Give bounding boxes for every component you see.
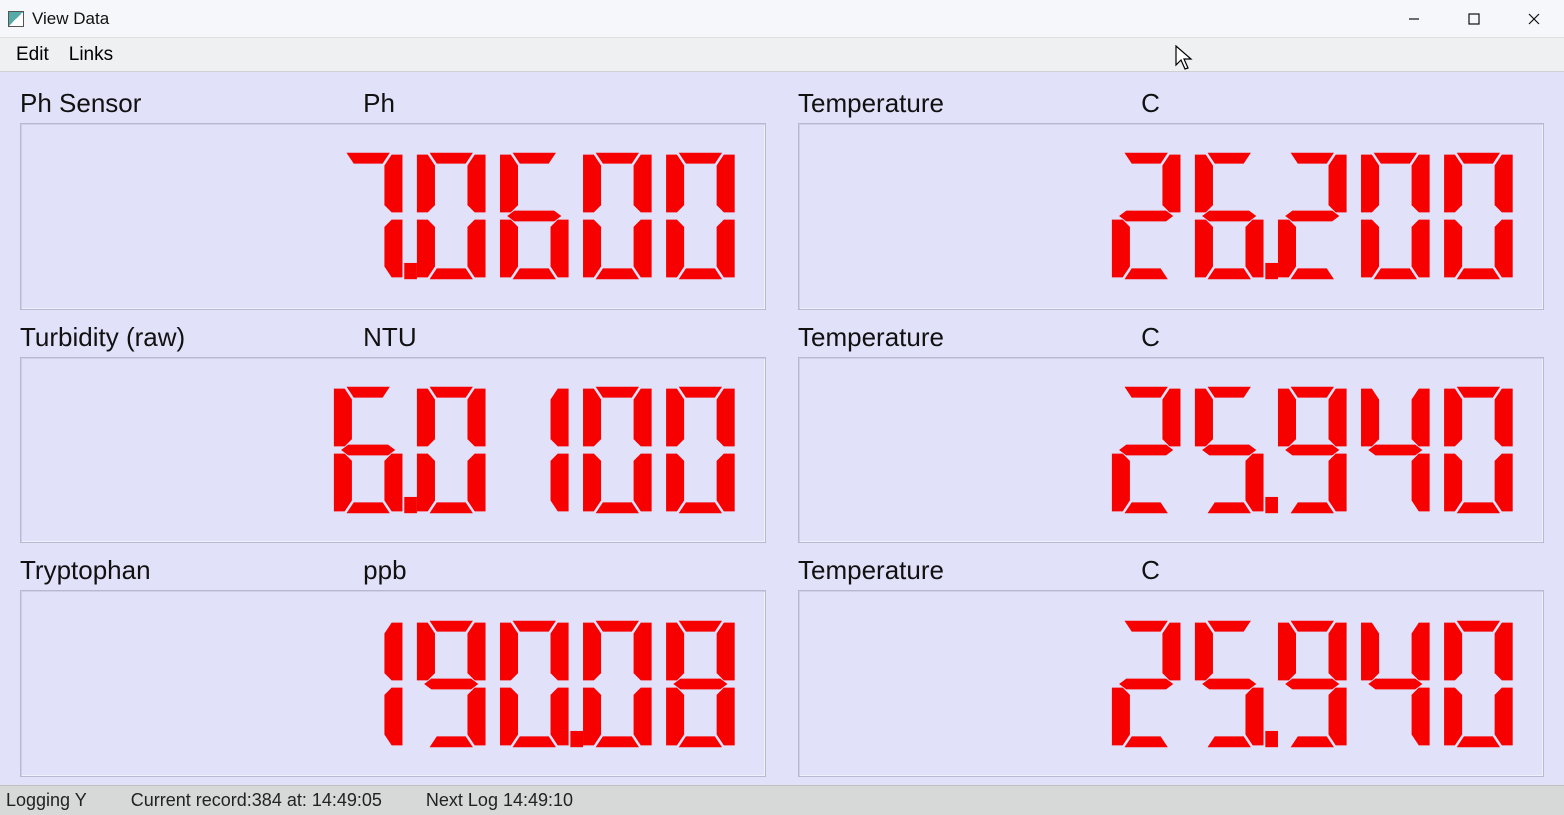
sensor-panel: Ph Sensor Ph <box>20 88 766 310</box>
content-grid: Ph Sensor Ph Temperature C Turbidity (ra… <box>0 72 1564 785</box>
unit-label: C <box>1141 88 1160 119</box>
lcd-display <box>798 123 1544 310</box>
menu-edit[interactable]: Edit <box>6 40 59 70</box>
unit-label: Ph <box>363 88 395 119</box>
lcd-display <box>20 123 766 310</box>
sensor-label: Tryptophan <box>20 555 363 586</box>
lcd-display <box>20 357 766 544</box>
sensor-label: Turbidity (raw) <box>20 322 363 353</box>
close-button[interactable] <box>1504 0 1564 38</box>
panel-header: Temperature C <box>798 322 1544 353</box>
window-title: View Data <box>32 9 109 29</box>
title-bar: View Data <box>0 0 1564 38</box>
sensor-panel: Temperature C <box>798 88 1544 310</box>
unit-label: C <box>1141 322 1160 353</box>
unit-label: NTU <box>363 322 416 353</box>
maximize-button[interactable] <box>1444 0 1504 38</box>
status-logging: Logging Y <box>6 790 87 811</box>
status-bar: Logging Y Current record:384 at: 14:49:0… <box>0 785 1564 815</box>
sensor-label: Ph Sensor <box>20 88 363 119</box>
sensor-panel: Tryptophan ppb <box>20 555 766 777</box>
sensor-label: Temperature <box>798 555 1141 586</box>
panel-header: Temperature C <box>798 88 1544 119</box>
panel-header: Tryptophan ppb <box>20 555 766 586</box>
panel-header: Temperature C <box>798 555 1544 586</box>
app-icon <box>8 11 24 27</box>
menu-bar: Edit Links <box>0 38 1564 72</box>
lcd-display <box>798 357 1544 544</box>
menu-links[interactable]: Links <box>59 40 123 70</box>
sensor-label: Temperature <box>798 88 1141 119</box>
sensor-panel: Turbidity (raw) NTU <box>20 322 766 544</box>
unit-label: ppb <box>363 555 406 586</box>
status-next: Next Log 14:49:10 <box>426 790 573 811</box>
unit-label: C <box>1141 555 1160 586</box>
sensor-panel: Temperature C <box>798 555 1544 777</box>
sensor-label: Temperature <box>798 322 1141 353</box>
lcd-display <box>798 590 1544 777</box>
panel-header: Ph Sensor Ph <box>20 88 766 119</box>
lcd-display <box>20 590 766 777</box>
status-current: Current record:384 at: 14:49:05 <box>131 790 382 811</box>
panel-header: Turbidity (raw) NTU <box>20 322 766 353</box>
minimize-button[interactable] <box>1384 0 1444 38</box>
sensor-panel: Temperature C <box>798 322 1544 544</box>
